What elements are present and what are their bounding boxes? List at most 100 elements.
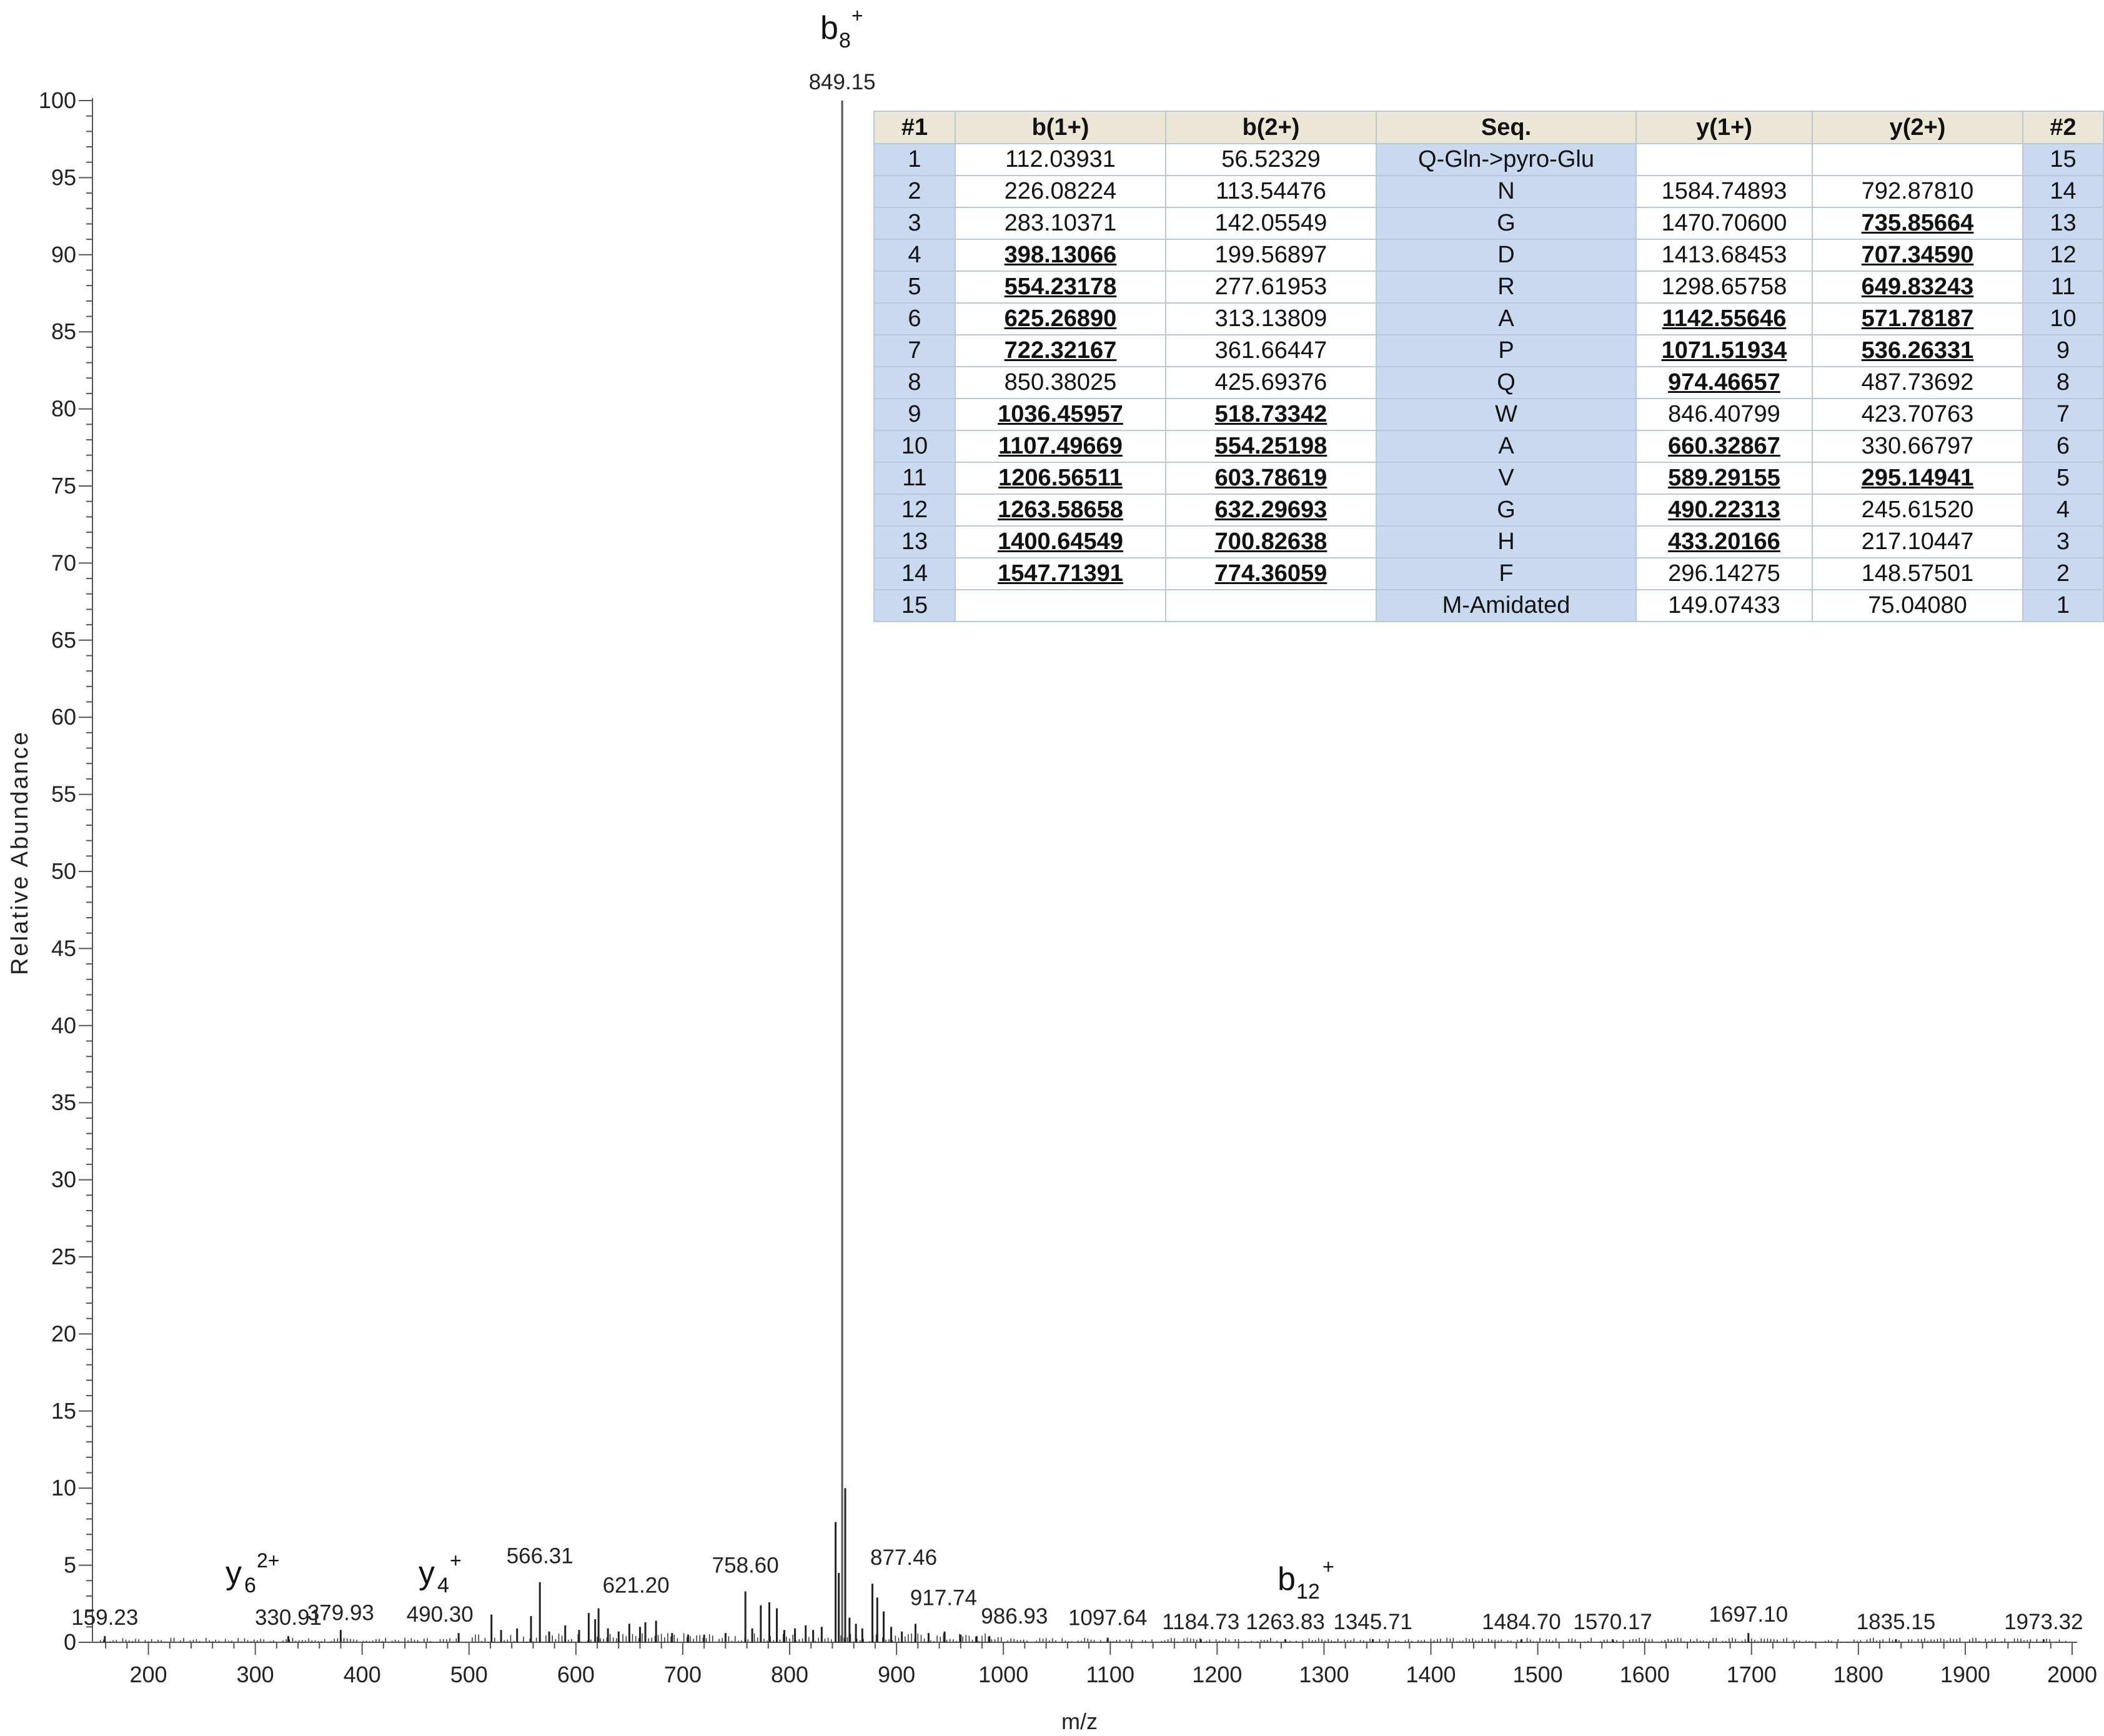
cell-y1: 589.29155 bbox=[1635, 462, 1813, 495]
cell-n1: 10 bbox=[873, 430, 956, 463]
y-tick-label: 0 bbox=[64, 1629, 76, 1655]
cell-y2: 148.57501 bbox=[1812, 557, 2023, 590]
y-tick-label: 50 bbox=[51, 858, 76, 884]
cell-n2: 3 bbox=[2022, 525, 2104, 558]
peak-label: 1184.73 bbox=[1162, 1610, 1239, 1634]
peak-label: 1697.10 bbox=[1709, 1602, 1789, 1627]
table-row: 10 1107.49669 554.25198 A 660.32867 330.66797… bbox=[873, 430, 2104, 463]
table-row: 6 625.26890 313.13809 A 1142.55646 571.78187 1… bbox=[873, 302, 2104, 335]
cell-b2: 199.56897 bbox=[1165, 239, 1377, 272]
table-row: 8 850.38025 425.69376 Q 974.46657 487.73692 8 bbox=[873, 366, 2104, 399]
fragment-ion-table: #1 b(1+) b(2+) Seq. y(1+) y(2+) #2 1 112.… bbox=[873, 111, 2104, 622]
ion-subscript: 12 bbox=[1296, 1580, 1320, 1604]
cell-y1: 974.46657 bbox=[1635, 366, 1813, 399]
ion-annotation-b8: b 8+ bbox=[820, 4, 863, 52]
ion-letter: y bbox=[226, 1555, 242, 1591]
cell-b2: 142.05549 bbox=[1165, 207, 1377, 240]
table-row: 14 1547.71391 774.36059 F 296.14275 148.57501… bbox=[873, 557, 2104, 590]
cell-n2: 5 bbox=[2022, 462, 2104, 495]
ion-subscript: 4 bbox=[437, 1574, 449, 1597]
peak-label: 330.91 bbox=[255, 1605, 322, 1630]
peak-label: 758.60 bbox=[712, 1554, 779, 1578]
x-tick-label: 2000 bbox=[2047, 1662, 2097, 1687]
cell-n2: 4 bbox=[2022, 494, 2104, 527]
x-tick-label: 1700 bbox=[1727, 1662, 1777, 1687]
cell-b1: 722.32167 bbox=[955, 334, 1166, 367]
cell-n2: 6 bbox=[2022, 430, 2104, 463]
cell-y1: 1584.74893 bbox=[1635, 175, 1813, 208]
col-header-y2: y(2+) bbox=[1812, 111, 2023, 144]
cell-n1: 9 bbox=[873, 398, 956, 431]
cell-b2: 632.29693 bbox=[1165, 494, 1377, 527]
peak-label: 986.93 bbox=[981, 1604, 1048, 1629]
y-tick-label: 65 bbox=[51, 627, 76, 653]
cell-b2: 425.69376 bbox=[1165, 366, 1377, 399]
table-row: 1 112.03931 56.52329 Q-Gln->pyro-Glu 15 bbox=[873, 143, 2104, 176]
x-tick-label: 500 bbox=[450, 1662, 488, 1687]
cell-b1: 1036.45957 bbox=[955, 398, 1166, 431]
cell-y1: 846.40799 bbox=[1635, 398, 1813, 431]
y-tick-label: 35 bbox=[51, 1089, 76, 1115]
cell-y1: 149.07433 bbox=[1635, 589, 1813, 622]
cell-n2: 11 bbox=[2022, 270, 2104, 304]
col-header-n1: #1 bbox=[873, 111, 956, 144]
x-tick-label: 1000 bbox=[978, 1662, 1028, 1687]
cell-n1: 14 bbox=[873, 557, 956, 590]
cell-n2: 8 bbox=[2022, 366, 2104, 399]
peak-label: 1484.70 bbox=[1482, 1610, 1561, 1634]
y-tick-label: 10 bbox=[51, 1475, 76, 1500]
y-tick-label: 90 bbox=[51, 242, 76, 267]
cell-n1: 11 bbox=[873, 462, 956, 495]
cell-seq: A bbox=[1376, 302, 1637, 335]
table-header-row: #1 b(1+) b(2+) Seq. y(1+) y(2+) #2 bbox=[873, 111, 2104, 144]
cell-y1: 660.32867 bbox=[1635, 430, 1813, 463]
y-tick-label: 60 bbox=[51, 704, 76, 730]
y-tick-label: 40 bbox=[51, 1013, 76, 1038]
cell-b2: 361.66447 bbox=[1165, 334, 1377, 367]
cell-b2: 313.13809 bbox=[1165, 302, 1377, 335]
peak-label: 1835.15 bbox=[1857, 1610, 1936, 1634]
cell-n1: 13 bbox=[873, 525, 956, 558]
cell-y1: 490.22313 bbox=[1635, 494, 1813, 527]
cell-n2: 9 bbox=[2022, 334, 2104, 367]
ion-annotation-y6: y 62+ bbox=[226, 1549, 279, 1597]
peak-label: 849.15 bbox=[809, 70, 876, 94]
x-tick-label: 1800 bbox=[1834, 1662, 1883, 1687]
cell-b1: 226.08224 bbox=[955, 175, 1166, 208]
y-tick-label: 25 bbox=[51, 1244, 76, 1269]
y-tick-label: 45 bbox=[51, 935, 76, 961]
cell-b1: 1547.71391 bbox=[955, 557, 1166, 590]
cell-n2: 7 bbox=[2022, 398, 2104, 431]
cell-y2: 75.04080 bbox=[1812, 589, 2023, 622]
ion-letter: y bbox=[419, 1555, 435, 1591]
ion-letter: b bbox=[820, 10, 838, 46]
peak-label: 621.20 bbox=[603, 1574, 670, 1598]
table-row: 13 1400.64549 700.82638 H 433.20166 217.10447… bbox=[873, 525, 2104, 558]
ion-annotation-y4: y 4+ bbox=[419, 1549, 462, 1597]
cell-n1: 5 bbox=[873, 270, 956, 304]
col-header-b1: b(1+) bbox=[955, 111, 1166, 144]
cell-b1: 283.10371 bbox=[955, 207, 1166, 240]
cell-n2: 1 bbox=[2022, 589, 2104, 622]
peak-label: 877.46 bbox=[870, 1545, 937, 1570]
peak-label: 1973.32 bbox=[2004, 1610, 2083, 1634]
cell-b2: 518.73342 bbox=[1165, 398, 1377, 431]
cell-y2: 487.73692 bbox=[1812, 366, 2023, 399]
ion-superscript: + bbox=[1322, 1555, 1334, 1578]
peak-label: 1345.71 bbox=[1333, 1610, 1412, 1634]
col-header-y1: y(1+) bbox=[1635, 111, 1813, 144]
col-header-n2: #2 bbox=[2022, 111, 2104, 144]
cell-n1: 15 bbox=[873, 589, 956, 622]
cell-y1: 1142.55646 bbox=[1635, 302, 1813, 335]
peak-label: 566.31 bbox=[507, 1544, 573, 1569]
table-row: 4 398.13066 199.56897 D 1413.68453 707.34590 1… bbox=[873, 239, 2104, 272]
peak-label: 1570.17 bbox=[1573, 1610, 1652, 1634]
ion-letter: b bbox=[1278, 1561, 1296, 1597]
cell-b1: 112.03931 bbox=[955, 143, 1166, 176]
axes: 0510152025303540455055606570758085909510… bbox=[39, 87, 2097, 1687]
ion-superscript: + bbox=[450, 1549, 462, 1572]
table-row: 5 554.23178 277.61953 R 1298.65758 649.83243 1… bbox=[873, 270, 2104, 304]
cell-seq: R bbox=[1376, 270, 1637, 304]
y-tick-label: 5 bbox=[64, 1552, 76, 1578]
table-row: 7 722.32167 361.66447 P 1071.51934 536.26331 9 bbox=[873, 334, 2104, 367]
